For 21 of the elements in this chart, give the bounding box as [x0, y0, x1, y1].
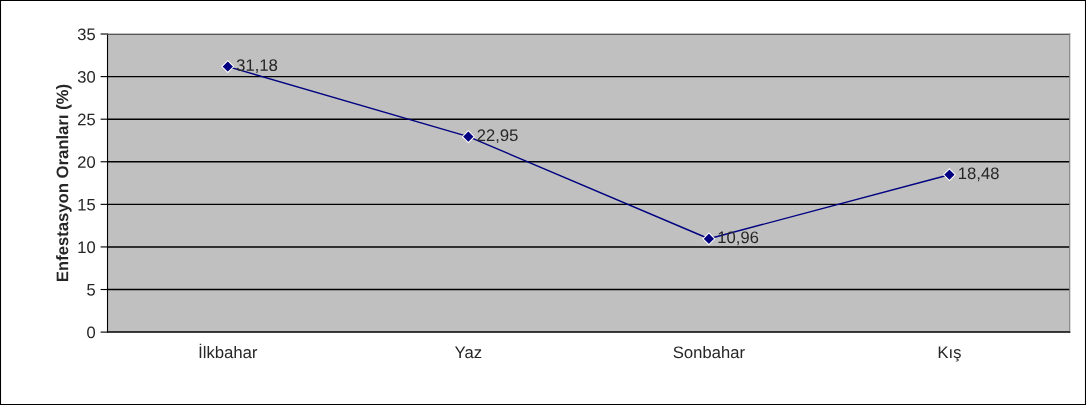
- y-tick-label: 25: [78, 113, 96, 126]
- data-label: 18,48: [959, 167, 999, 182]
- x-tick-label: Sonbahar: [673, 345, 745, 359]
- point: [943, 168, 956, 182]
- point: [221, 60, 235, 73]
- y-tick-label: 15: [78, 198, 96, 211]
- data-label: 22,95: [477, 129, 518, 144]
- data-label: 31,18: [236, 59, 278, 73]
- y-tick-label: 30: [77, 71, 96, 83]
- y-axis-title: Enfestasyon Oranları (%): [56, 84, 72, 282]
- y-tick-label: 20: [78, 156, 96, 168]
- x-tick-label: Yaz: [454, 346, 482, 359]
- point: [461, 130, 475, 144]
- x-tick-label: Kış: [938, 346, 961, 362]
- x-tick-label: İlkbahar: [199, 343, 258, 359]
- y-tick-label: 35: [77, 28, 96, 41]
- y-tick-label: 5: [87, 284, 96, 296]
- y-tick-label: 10: [78, 241, 96, 254]
- y-tick-label: 0: [87, 326, 96, 339]
- data-label: 10,96: [718, 231, 759, 246]
- point: [702, 232, 716, 246]
